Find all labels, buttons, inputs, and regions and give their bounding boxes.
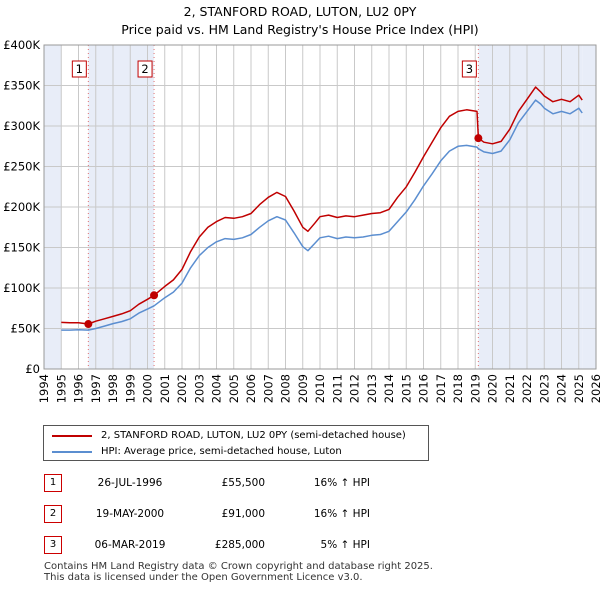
x-tick-label: 2022 xyxy=(520,374,534,403)
x-tick-label: 2019 xyxy=(468,374,482,403)
x-tick-label: 2002 xyxy=(175,374,189,403)
sale-row-1: 1 26-JUL-1996 £55,500 16% ↑ HPI xyxy=(0,474,600,492)
legend-label-hpi: HPI: Average price, semi-detached house,… xyxy=(101,446,342,457)
x-tick-label: 1997 xyxy=(89,374,103,403)
sale-date: 19-MAY-2000 xyxy=(95,508,165,520)
x-tick-label: 2016 xyxy=(417,374,431,403)
y-tick-label: £300K xyxy=(3,119,40,133)
sale-number-box xyxy=(461,60,477,78)
x-tick-label: 2021 xyxy=(503,374,517,403)
sale-price: £285,000 xyxy=(214,539,265,551)
legend-label-property: 2, STANFORD ROAD, LUTON, LU2 0PY (semi-d… xyxy=(101,430,406,441)
sale-number-label: 1 xyxy=(76,62,83,76)
footer: Contains HM Land Registry data © Crown c… xyxy=(44,561,433,583)
footer-licence: This data is licensed under the Open Gov… xyxy=(44,572,363,583)
x-tick-label: 2017 xyxy=(434,374,448,403)
footer-copyright: Contains HM Land Registry data © Crown c… xyxy=(44,561,433,572)
sale-price: £55,500 xyxy=(221,477,265,489)
y-tick-label: £0 xyxy=(25,362,40,376)
plot-frame xyxy=(43,44,597,370)
sale-point xyxy=(84,320,93,329)
x-tick-label: 2025 xyxy=(572,374,586,403)
x-tick-label: 2013 xyxy=(365,374,379,403)
x-tick-label: 2006 xyxy=(244,374,258,403)
x-tick-label: 1998 xyxy=(106,374,120,403)
x-tick-label: 2014 xyxy=(382,374,396,403)
x-tick-label: 2012 xyxy=(348,374,362,403)
x-tick-label: 1999 xyxy=(123,374,137,403)
y-tick-label: £350K xyxy=(3,79,40,93)
x-tick-label: 2026 xyxy=(589,374,600,403)
sale-point xyxy=(474,134,483,143)
sale-number-box xyxy=(71,60,87,78)
sale-row-3: 3 06-MAR-2019 £285,000 5% ↑ HPI xyxy=(0,536,600,554)
x-tick-label: 2020 xyxy=(486,374,500,403)
y-tick-label: £200K xyxy=(3,200,40,214)
sale-hpi-change: 16% ↑ HPI xyxy=(313,477,370,489)
chart-plot: 1 2 3 £0 £50K £100K £150K £200K £250K £300K £350K £… xyxy=(3,38,600,403)
sale-number-badge: 2 xyxy=(44,505,62,523)
legend: 2, STANFORD ROAD, LUTON, LU2 0PY (semi-d… xyxy=(43,425,429,461)
x-tick-label: 2008 xyxy=(279,374,293,403)
sale-date: 06-MAR-2019 xyxy=(94,539,166,551)
sale-price: £91,000 xyxy=(221,508,265,520)
y-tick-label: £250K xyxy=(3,160,40,174)
sale-number-label: 3 xyxy=(466,62,473,76)
x-tick-label: 2000 xyxy=(141,374,155,403)
x-tick-label: 2015 xyxy=(399,374,413,403)
chart-title-text: 2, STANFORD ROAD, LUTON, LU2 0PY xyxy=(183,4,417,19)
x-tick-label: 1995 xyxy=(54,374,68,403)
sale-hpi-change: 16% ↑ HPI xyxy=(313,508,370,520)
sale-row-2: 2 19-MAY-2000 £91,000 16% ↑ HPI xyxy=(0,505,600,523)
sale-number-badge: 1 xyxy=(44,474,62,492)
x-tick-label: 2001 xyxy=(158,374,172,403)
x-tick-label: 2018 xyxy=(451,374,465,403)
x-tick-label: 2024 xyxy=(555,374,569,403)
x-tick-label: 2007 xyxy=(261,374,275,403)
y-tick-label: £400K xyxy=(3,38,40,52)
sale-number-box xyxy=(137,60,153,78)
x-tick-label: 2023 xyxy=(537,374,551,403)
legend-swatch-property xyxy=(52,435,92,437)
x-tick-label: 2005 xyxy=(227,374,241,403)
y-tick-label: £100K xyxy=(3,281,40,295)
x-tick-label: 2011 xyxy=(330,374,344,403)
chart-title: 2, STANFORD ROAD, LUTON, LU2 0PY Price p… xyxy=(0,3,600,39)
sale-number-badge: 3 xyxy=(44,536,62,554)
x-tick-label: 2009 xyxy=(296,374,310,403)
x-tick-label: 1996 xyxy=(72,374,86,403)
legend-swatch-hpi xyxy=(52,451,92,453)
hpi-series-line xyxy=(61,99,583,331)
x-tick-label: 2004 xyxy=(210,374,224,403)
sale-point xyxy=(150,291,159,300)
chart-subtitle-text: Price paid vs. HM Land Registry's House … xyxy=(121,22,479,37)
x-tick-label: 1994 xyxy=(37,374,51,403)
x-tick-label: 2010 xyxy=(313,374,327,403)
x-tick-label: 2003 xyxy=(192,374,206,403)
sale-number-label: 2 xyxy=(141,62,148,76)
sale-date: 26-JUL-1996 xyxy=(97,477,163,489)
y-tick-label: £150K xyxy=(3,241,40,255)
y-tick-label: £50K xyxy=(11,322,41,336)
sale-hpi-change: 5% ↑ HPI xyxy=(320,539,370,551)
